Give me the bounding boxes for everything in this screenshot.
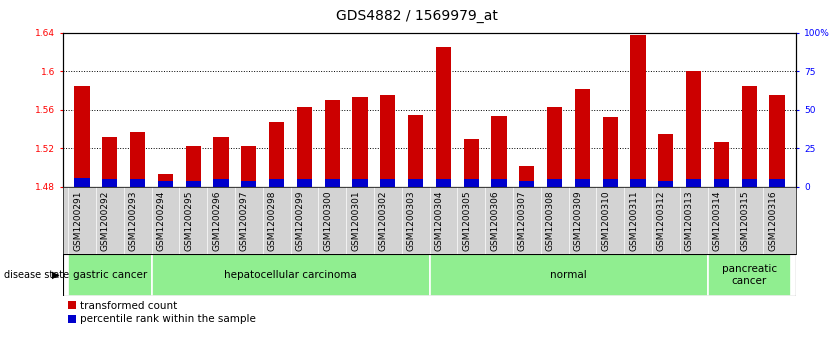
Bar [602, 179, 618, 187]
Bar [324, 179, 340, 187]
Bar [741, 179, 757, 187]
Bar [769, 95, 785, 187]
Text: GSM1200314: GSM1200314 [712, 190, 721, 251]
Bar [74, 86, 90, 187]
Text: disease state: disease state [4, 270, 69, 280]
Text: GSM1200297: GSM1200297 [240, 190, 249, 251]
Text: GSM1200295: GSM1200295 [184, 190, 193, 251]
Bar [430, 254, 707, 296]
Bar [241, 181, 256, 187]
Bar [464, 179, 479, 187]
Bar [631, 34, 646, 187]
Bar [519, 166, 535, 187]
Bar [686, 71, 701, 187]
Bar [158, 181, 173, 187]
Bar [408, 179, 423, 187]
Bar [435, 47, 451, 187]
Bar [408, 115, 423, 187]
Bar [575, 89, 590, 187]
Text: GSM1200299: GSM1200299 [295, 190, 304, 251]
Bar [714, 179, 729, 187]
Legend: transformed count, percentile rank within the sample: transformed count, percentile rank withi… [68, 301, 256, 324]
Bar [380, 179, 395, 187]
Bar [269, 179, 284, 187]
Bar [297, 179, 312, 187]
Text: GSM1200300: GSM1200300 [324, 190, 332, 251]
Text: GSM1200301: GSM1200301 [351, 190, 360, 251]
Bar [491, 115, 507, 187]
Bar [547, 179, 562, 187]
Bar [769, 179, 785, 187]
Text: GSM1200313: GSM1200313 [685, 190, 694, 251]
Text: GSM1200308: GSM1200308 [545, 190, 555, 251]
Bar [130, 132, 145, 187]
Bar [658, 134, 674, 187]
Bar [602, 117, 618, 187]
Bar [68, 254, 152, 296]
Text: GSM1200298: GSM1200298 [268, 190, 277, 251]
Bar [241, 146, 256, 187]
Bar [297, 107, 312, 187]
Bar [547, 107, 562, 187]
Bar [102, 137, 118, 187]
Bar [575, 179, 590, 187]
Bar [185, 181, 201, 187]
Bar [158, 174, 173, 187]
Text: GSM1200302: GSM1200302 [379, 190, 388, 251]
Bar [185, 146, 201, 187]
Bar [352, 97, 368, 187]
Bar [491, 179, 507, 187]
Text: GSM1200307: GSM1200307 [518, 190, 527, 251]
Text: GSM1200310: GSM1200310 [601, 190, 610, 251]
Text: normal: normal [550, 270, 587, 280]
Bar [741, 86, 757, 187]
Bar [631, 179, 646, 187]
Bar [74, 178, 90, 187]
Bar [324, 100, 340, 187]
Bar [214, 179, 229, 187]
Text: GSM1200305: GSM1200305 [462, 190, 471, 251]
Text: GSM1200296: GSM1200296 [212, 190, 221, 251]
Text: pancreatic
cancer: pancreatic cancer [721, 264, 776, 286]
Text: GSM1200294: GSM1200294 [157, 190, 165, 251]
Bar [214, 137, 229, 187]
Text: GSM1200316: GSM1200316 [768, 190, 777, 251]
Bar [269, 122, 284, 187]
Bar [102, 179, 118, 187]
Text: GSM1200293: GSM1200293 [128, 190, 138, 251]
Text: gastric cancer: gastric cancer [73, 270, 147, 280]
Text: GSM1200304: GSM1200304 [435, 190, 444, 251]
Text: GSM1200309: GSM1200309 [574, 190, 582, 251]
Bar [152, 254, 430, 296]
Bar [707, 254, 791, 296]
Bar [352, 179, 368, 187]
Bar [130, 179, 145, 187]
Text: GSM1200292: GSM1200292 [101, 190, 110, 251]
Text: GSM1200303: GSM1200303 [407, 190, 415, 251]
Text: GSM1200312: GSM1200312 [657, 190, 666, 251]
Bar [714, 142, 729, 187]
Text: GSM1200306: GSM1200306 [490, 190, 499, 251]
Bar [435, 179, 451, 187]
Bar [658, 181, 674, 187]
Text: GSM1200315: GSM1200315 [741, 190, 749, 251]
Text: hepatocellular carcinoma: hepatocellular carcinoma [224, 270, 357, 280]
Bar [686, 179, 701, 187]
Text: GDS4882 / 1569979_at: GDS4882 / 1569979_at [336, 9, 498, 23]
Text: ▶: ▶ [52, 270, 59, 280]
Text: GSM1200291: GSM1200291 [73, 190, 82, 251]
Bar [464, 139, 479, 187]
Bar [519, 181, 535, 187]
Bar [380, 95, 395, 187]
Text: GSM1200311: GSM1200311 [629, 190, 638, 251]
